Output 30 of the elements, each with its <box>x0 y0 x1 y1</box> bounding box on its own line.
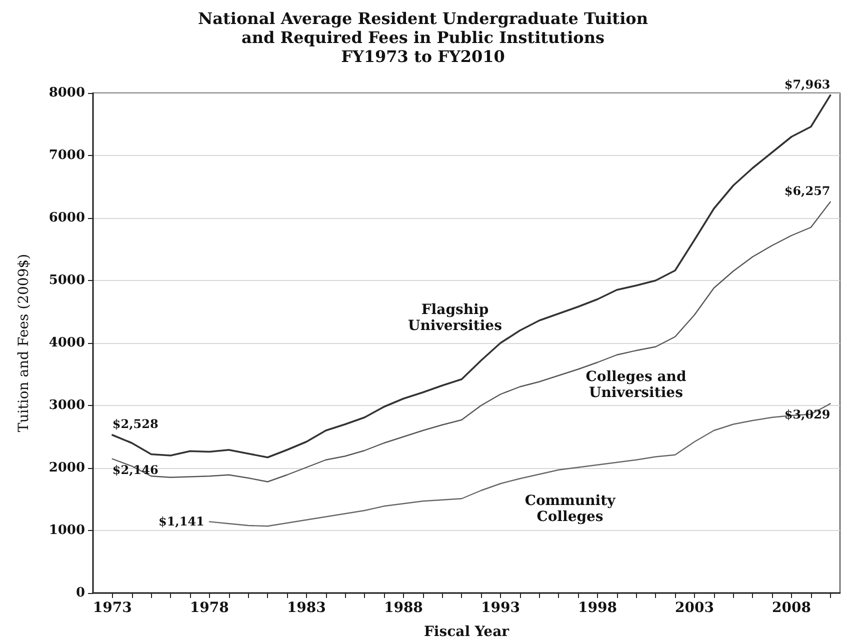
y-tick-label: 2000 <box>48 460 85 476</box>
x-tick-label: 1993 <box>480 600 520 616</box>
data-label: $7,963 <box>784 77 830 92</box>
x-axis-title: Fiscal Year <box>424 624 510 640</box>
x-tick-label: 1998 <box>578 600 617 616</box>
line-series <box>112 94 832 458</box>
line-series <box>112 201 831 482</box>
series-label: Flagship Universities <box>408 302 502 334</box>
x-tick-label: 2003 <box>674 600 714 616</box>
y-tick-label: 1000 <box>48 523 85 538</box>
x-tick-label: 1988 <box>384 600 423 616</box>
x-tick-label: 1973 <box>92 600 132 616</box>
series-label: Colleges and Universities <box>586 369 686 401</box>
y-axis-title: Tuition and Fees (2009$) <box>16 254 32 432</box>
line-series <box>208 403 831 527</box>
data-label: $6,257 <box>784 184 830 198</box>
y-tick-label: 8000 <box>48 86 85 100</box>
chart-title: National Average Resident Undergraduate Tuition and Required Fees in Public Institutions FY1973 to FY2010 <box>198 9 648 66</box>
y-tick-label: 3000 <box>48 398 85 413</box>
y-tick-label: 4000 <box>48 336 85 350</box>
y-tick-label: 7000 <box>48 148 85 163</box>
y-tick-label: 6000 <box>48 210 85 226</box>
y-tick-label: 5000 <box>48 273 85 288</box>
data-label: $2,528 <box>112 417 158 431</box>
x-tick-label: 2008 <box>772 600 811 616</box>
x-tick-label: 1978 <box>190 600 229 616</box>
series-label: Community Colleges <box>524 493 616 525</box>
x-tick-label: 1983 <box>286 600 326 616</box>
y-tick-label: 0 <box>76 586 85 600</box>
data-label: $1,141 <box>158 514 204 529</box>
